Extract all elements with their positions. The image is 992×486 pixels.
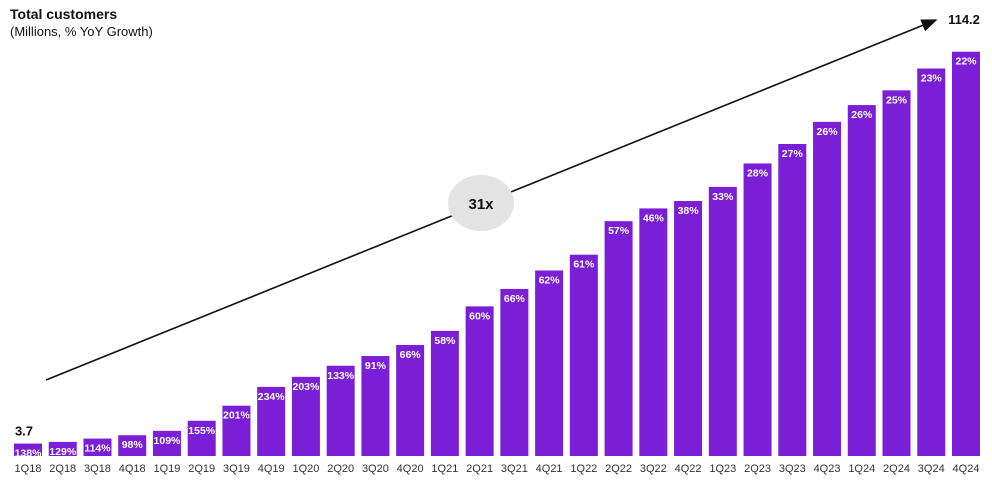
bar-3Q22: [639, 208, 668, 456]
x-tick-label-3Q19: 3Q19: [223, 463, 250, 475]
bar-label-2Q21: 60%: [469, 310, 491, 322]
bar-1Q20: [291, 376, 320, 456]
bar-label-1Q20: 203%: [292, 381, 320, 393]
bar-label-1Q23: 33%: [712, 191, 734, 203]
annotation-label: 31x: [468, 196, 494, 213]
bar-label-1Q18: 138%: [15, 448, 43, 460]
bar-2Q19: [187, 420, 216, 456]
x-tick-label-3Q18: 3Q18: [84, 463, 111, 475]
bar-label-3Q22: 46%: [643, 212, 665, 224]
bar-2Q20: [326, 365, 355, 456]
last-value-label: 114.2: [948, 12, 980, 27]
bar-label-4Q19: 234%: [258, 391, 286, 403]
x-tick-label-1Q18: 1Q18: [15, 463, 42, 475]
bar-1Q22: [569, 254, 598, 456]
bar-2Q18: [48, 441, 77, 456]
x-tick-label-2Q21: 2Q21: [466, 463, 493, 475]
x-tick-label-4Q19: 4Q19: [258, 463, 285, 475]
bar-label-2Q18: 129%: [49, 446, 77, 458]
bar-2Q23: [743, 163, 772, 456]
x-tick-label-2Q18: 2Q18: [49, 463, 76, 475]
bar-3Q24: [917, 68, 946, 457]
x-tick-label-2Q24: 2Q24: [883, 463, 910, 475]
x-tick-label-3Q21: 3Q21: [501, 463, 528, 475]
bar-4Q22: [674, 201, 703, 456]
bar-label-4Q22: 38%: [678, 205, 700, 217]
x-tick-label-1Q23: 1Q23: [709, 463, 736, 475]
bar-3Q20: [361, 356, 390, 456]
bar-label-2Q22: 57%: [608, 225, 630, 237]
bar-label-3Q18: 114%: [84, 443, 111, 455]
x-tick-label-2Q22: 2Q22: [605, 463, 632, 475]
bar-1Q18: [14, 443, 42, 456]
bar-3Q19: [222, 405, 251, 456]
x-tick-label-1Q22: 1Q22: [570, 463, 597, 475]
bar-label-2Q19: 155%: [188, 425, 216, 437]
bar-label-1Q19: 109%: [154, 435, 182, 447]
x-tick-label-4Q24: 4Q24: [953, 463, 980, 475]
x-tick-label-2Q23: 2Q23: [744, 463, 771, 475]
bar-4Q23: [813, 121, 842, 456]
x-tick-label-2Q20: 2Q20: [327, 463, 354, 475]
x-tick-label-1Q24: 1Q24: [848, 463, 875, 475]
chart-title: Total customers: [10, 6, 118, 22]
x-tick-label-3Q23: 3Q23: [779, 463, 806, 475]
bar-3Q23: [778, 144, 807, 456]
bar-label-1Q21: 58%: [434, 335, 456, 347]
bar-label-3Q23: 27%: [782, 148, 804, 160]
bar-4Q24: [952, 51, 980, 456]
bar-3Q18: [83, 438, 112, 456]
bar-label-2Q24: 25%: [886, 94, 908, 106]
bar-label-3Q21: 66%: [504, 293, 526, 305]
bar-4Q20: [396, 344, 425, 456]
bar-3Q21: [500, 288, 529, 456]
annotation-bubble: [448, 175, 514, 231]
bar-label-2Q23: 28%: [747, 167, 769, 179]
bar-2Q24: [882, 90, 911, 457]
x-tick-label-2Q19: 2Q19: [188, 463, 215, 475]
bar-label-3Q19: 201%: [223, 410, 251, 422]
x-tick-label-4Q18: 4Q18: [119, 463, 146, 475]
bar-label-1Q22: 61%: [573, 259, 595, 271]
x-tick-label-4Q21: 4Q21: [536, 463, 563, 475]
bar-label-3Q20: 91%: [365, 360, 387, 372]
bar-4Q21: [535, 270, 564, 456]
bar-1Q19: [152, 430, 181, 456]
x-tick-label-1Q19: 1Q19: [154, 463, 181, 475]
bar-label-4Q20: 66%: [400, 349, 422, 361]
x-tick-label-1Q20: 1Q20: [292, 463, 319, 475]
bar-2Q21: [465, 306, 494, 456]
bar-label-2Q20: 133%: [327, 370, 355, 382]
bar-4Q19: [257, 386, 286, 456]
chart-subtitle: (Millions, % YoY Growth): [10, 24, 153, 39]
x-tick-label-4Q23: 4Q23: [814, 463, 841, 475]
x-tick-label-3Q24: 3Q24: [918, 463, 945, 475]
bar-label-4Q21: 62%: [539, 274, 561, 286]
x-tick-label-1Q21: 1Q21: [431, 463, 458, 475]
x-tick-label-4Q22: 4Q22: [675, 463, 702, 475]
x-tick-label-3Q22: 3Q22: [640, 463, 667, 475]
first-value-label: 3.7: [15, 424, 33, 439]
bar-1Q21: [430, 330, 459, 456]
bar-1Q24: [847, 105, 876, 457]
bar-label-3Q24: 23%: [921, 73, 943, 85]
bar-label-1Q24: 26%: [851, 109, 873, 121]
bar-label-4Q24: 22%: [955, 56, 977, 68]
bar-2Q22: [604, 221, 633, 456]
bar-label-4Q23: 26%: [817, 126, 839, 138]
bar-4Q18: [118, 435, 147, 456]
x-tick-label-4Q20: 4Q20: [397, 463, 424, 475]
bar-1Q23: [708, 186, 737, 456]
x-tick-label-3Q20: 3Q20: [362, 463, 389, 475]
bar-label-4Q18: 98%: [122, 439, 144, 451]
